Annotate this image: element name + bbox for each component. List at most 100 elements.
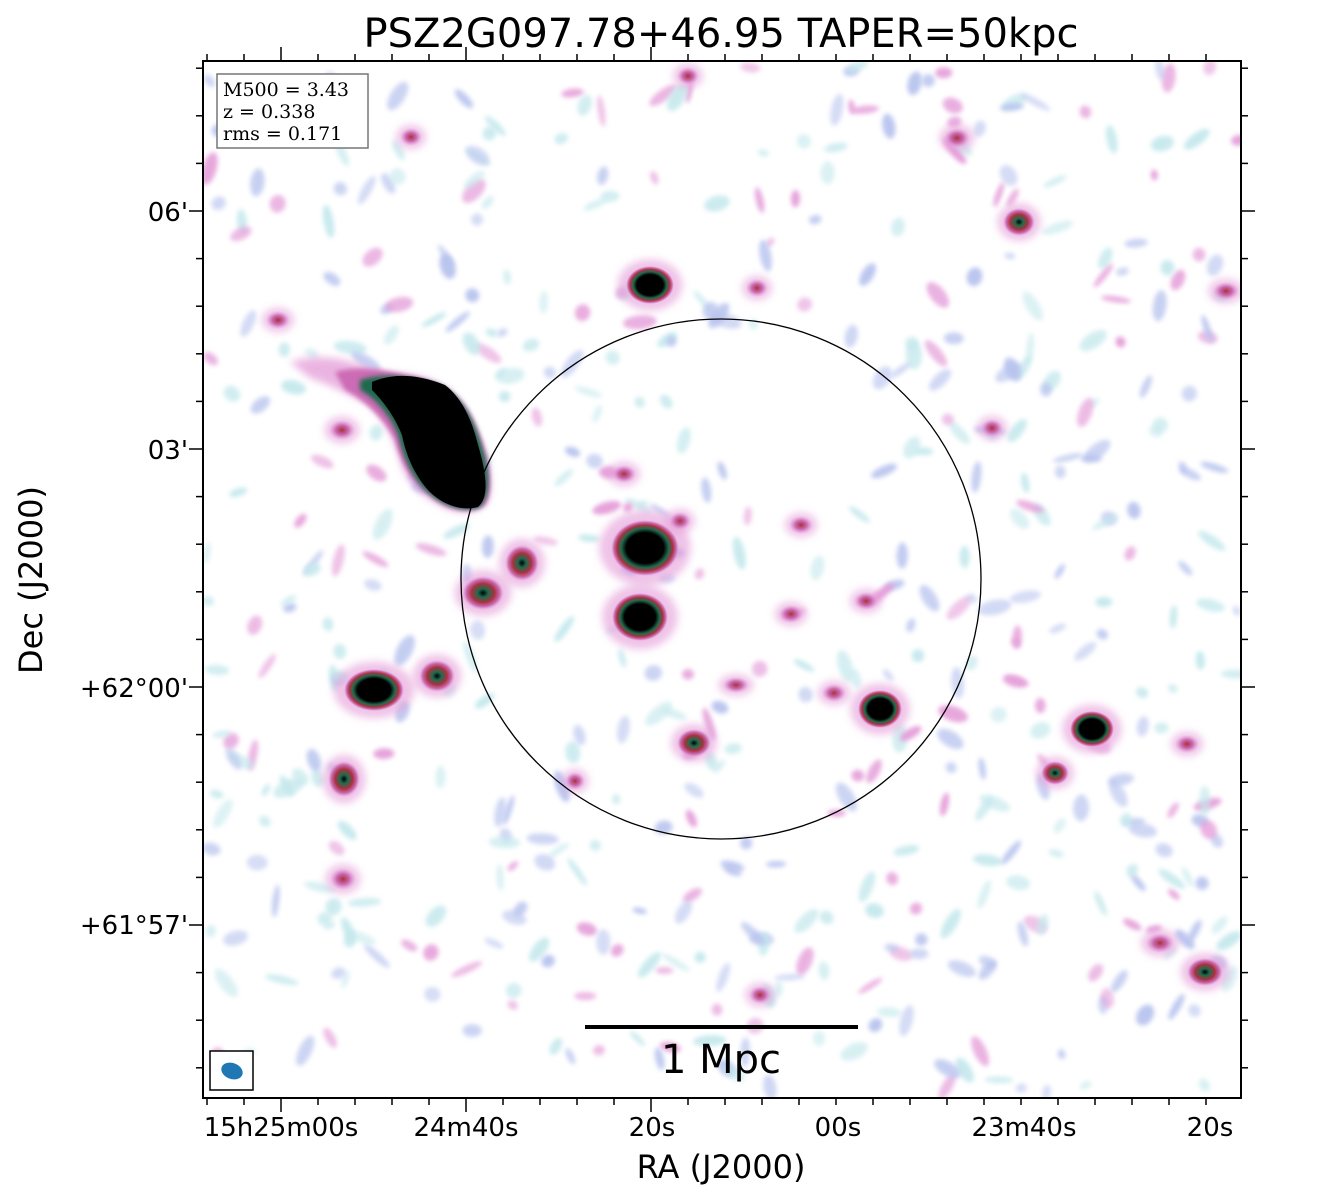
noise-blob	[905, 336, 919, 351]
noise-blob	[462, 178, 486, 204]
noise-blob	[351, 351, 381, 372]
scale-bar-label: 1 Mpc	[661, 1037, 781, 1083]
noise-blob	[296, 1035, 315, 1066]
noise-blob	[999, 165, 1018, 186]
noise-blob	[717, 461, 727, 480]
noise-blob	[1124, 238, 1148, 248]
noise-blob	[311, 769, 324, 787]
noise-blob	[818, 961, 830, 980]
radio-source	[669, 512, 691, 530]
noise-blob	[1048, 849, 1064, 858]
noise-blob	[754, 187, 765, 213]
noise-blob	[622, 315, 657, 330]
radio-source	[1146, 933, 1174, 953]
noise-blob	[978, 960, 997, 980]
noise-blob	[1131, 874, 1146, 892]
noise-blob	[576, 922, 597, 936]
noise-blob	[247, 615, 263, 635]
noise-blob	[1126, 863, 1138, 878]
noise-blob	[534, 854, 556, 871]
noise-blob	[978, 757, 986, 780]
noise-blob	[1096, 628, 1108, 640]
radio-source	[330, 868, 356, 890]
noise-blob	[333, 182, 347, 196]
noise-blob	[443, 523, 470, 539]
r500-circle	[460, 318, 982, 840]
noise-blob	[211, 196, 226, 211]
noise-blob	[1198, 530, 1226, 551]
noise-blob	[589, 839, 601, 851]
noise-blob	[617, 715, 630, 744]
noise-blob	[333, 643, 347, 660]
noise-blob	[911, 649, 925, 663]
noise-blob	[757, 149, 769, 157]
noise-blob	[794, 908, 819, 933]
noise-blob	[541, 954, 555, 968]
noise-blob	[636, 500, 648, 508]
noise-blob	[553, 770, 570, 803]
noise-blob	[893, 845, 920, 856]
radio-source	[1175, 735, 1199, 753]
noise-blob	[949, 422, 970, 445]
noise-blob	[401, 939, 418, 952]
noise-blob	[531, 407, 543, 427]
noise-blob	[682, 888, 702, 903]
noise-blob	[362, 551, 389, 568]
noise-blob	[899, 1005, 914, 1037]
noise-blob	[1092, 514, 1119, 530]
noise-blob	[1167, 684, 1178, 693]
noise-blob	[1026, 332, 1035, 363]
noise-blob	[955, 1057, 974, 1083]
x-tick-labels: 15h25m00s 24m40s 20s 00s 23m40s 20s	[204, 1113, 1234, 1143]
noise-blob	[1123, 918, 1142, 931]
noise-blob	[704, 195, 730, 212]
noise-blob	[937, 728, 964, 750]
noise-blob	[644, 665, 663, 681]
noise-blob	[592, 500, 622, 515]
noise-blob	[273, 777, 304, 798]
noise-blob	[1006, 188, 1019, 207]
noise-blob	[1110, 970, 1128, 993]
noise-blob	[209, 789, 224, 799]
noise-blob	[666, 335, 677, 347]
noise-blob	[701, 477, 712, 503]
noise-blob	[1155, 843, 1173, 858]
noise-blob	[1149, 425, 1163, 437]
noise-blob	[347, 897, 382, 907]
noise-blob	[322, 204, 335, 239]
x-tick-label: 20s	[1187, 1113, 1234, 1143]
noise-blob	[466, 145, 490, 166]
radio-source	[854, 592, 878, 610]
noise-blob	[438, 244, 454, 267]
noise-blob	[203, 596, 214, 606]
noise-blob	[596, 929, 611, 955]
noise-blob	[230, 226, 252, 242]
noise-blob	[971, 461, 982, 493]
noise-blob	[1094, 890, 1107, 916]
noise-blob	[565, 741, 581, 764]
noise-blob	[1015, 1083, 1027, 1093]
noise-blob	[850, 105, 879, 114]
noise-blob	[573, 724, 586, 746]
noise-blob	[1136, 687, 1149, 699]
noise-blob	[496, 864, 504, 891]
noise-blob	[1001, 840, 1022, 865]
noise-blob	[485, 328, 498, 337]
noise-blob	[303, 562, 321, 576]
noise-blob	[1187, 919, 1202, 943]
radio-source	[400, 128, 422, 146]
y-tick-label: 06'	[148, 198, 188, 228]
noise-blob	[1154, 722, 1169, 734]
noise-blob	[1199, 785, 1211, 817]
radio-source	[981, 419, 1003, 437]
noise-blob	[1107, 773, 1134, 786]
noise-blob	[1041, 220, 1074, 235]
noise-blob	[722, 1065, 746, 1082]
noise-blob	[333, 340, 367, 355]
noise-blob	[740, 922, 766, 945]
noise-blob	[1233, 605, 1241, 616]
noise-blob	[223, 930, 248, 946]
noise-blob	[494, 797, 507, 827]
noise-blob	[1054, 563, 1065, 579]
noise-blob	[694, 568, 705, 580]
